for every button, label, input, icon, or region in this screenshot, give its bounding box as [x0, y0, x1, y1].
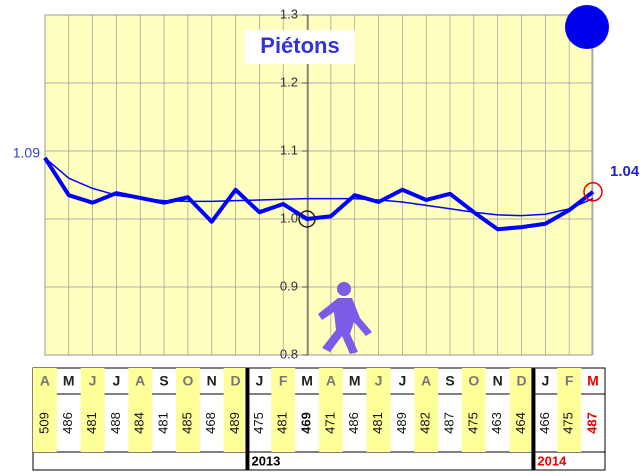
- count-label: 471: [322, 412, 337, 434]
- count-label: 463: [489, 412, 504, 434]
- x-tick-label: J: [375, 373, 383, 389]
- x-tick-label: F: [279, 373, 288, 389]
- cell-shade: [33, 368, 57, 452]
- count-label: 481: [84, 412, 99, 434]
- count-label: 466: [537, 412, 552, 434]
- y-tick-label: 0.8: [280, 346, 298, 361]
- count-label: 486: [346, 412, 361, 434]
- y-tick-label: 1.3: [280, 6, 298, 21]
- y-tick-label: 1.0: [280, 210, 298, 225]
- plot-area: [44, 14, 593, 356]
- count-label: 475: [465, 412, 480, 434]
- count-label: 468: [203, 412, 218, 434]
- cell-shade: [80, 368, 105, 452]
- x-tick-label: D: [230, 373, 240, 389]
- grid: [44, 14, 594, 356]
- x-tick-label: O: [182, 373, 193, 389]
- cell-shade: [461, 368, 486, 452]
- status-dot: [565, 5, 609, 49]
- title-box: [245, 30, 355, 64]
- y-tick-label: 1.1: [280, 142, 298, 157]
- end-marker: [583, 182, 603, 202]
- count-label: 486: [60, 412, 75, 434]
- x-tick-label: M: [349, 373, 361, 389]
- y-tick-label: 1.2: [280, 74, 298, 89]
- cell-shade: [366, 368, 391, 452]
- cell-shade: [271, 368, 296, 452]
- chart-title: Piétons: [260, 33, 339, 58]
- x-tick-label: D: [516, 373, 526, 389]
- x-tick-label: J: [541, 373, 549, 389]
- pedestrian-icon: [318, 282, 372, 354]
- count-label: 475: [251, 412, 266, 434]
- cell-shade: [557, 368, 582, 452]
- count-label: 487: [441, 412, 456, 434]
- y-tick-label: 0.9: [280, 278, 298, 293]
- x-tick-label: A: [40, 373, 50, 389]
- year-label: 2014: [537, 453, 567, 468]
- count-label: 487: [584, 412, 599, 434]
- x-tick-label: M: [301, 373, 313, 389]
- count-label: 475: [561, 412, 576, 434]
- x-tick-label: N: [207, 373, 217, 389]
- x-tick-label: S: [445, 373, 454, 389]
- cell-shade: [509, 368, 534, 452]
- count-label: 482: [418, 412, 433, 434]
- cell-shade: [175, 368, 200, 452]
- count-label: 509: [36, 412, 51, 434]
- cell-shade: [318, 368, 343, 452]
- count-label: 489: [227, 412, 242, 434]
- trend-line: [44, 157, 594, 217]
- x-tick-label: J: [398, 373, 406, 389]
- count-label: 484: [132, 412, 147, 434]
- x-tick-label: A: [326, 373, 336, 389]
- x-tick-label: M: [587, 373, 599, 389]
- count-label: 481: [275, 412, 290, 434]
- x-tick-label: F: [565, 373, 574, 389]
- count-label: 464: [513, 412, 528, 434]
- x-tick-label: J: [89, 373, 97, 389]
- count-label: 489: [394, 412, 409, 434]
- data-line: [43, 156, 595, 232]
- data-label: 1.04: [610, 163, 640, 180]
- x-tick-label: S: [159, 373, 168, 389]
- count-label: 469: [298, 412, 313, 434]
- count-label: 481: [370, 412, 385, 434]
- count-label: 485: [179, 412, 194, 434]
- x-tick-label: J: [113, 373, 121, 389]
- data-label: 1.09: [13, 145, 40, 161]
- x-tick-label: O: [468, 373, 479, 389]
- cell-shade: [414, 368, 439, 452]
- x-tick-label: N: [493, 373, 503, 389]
- year-label: 2013: [251, 453, 280, 468]
- x-tick-label: M: [63, 373, 75, 389]
- x-tick-label: A: [421, 373, 431, 389]
- count-label: 481: [156, 412, 171, 434]
- cell-shade: [223, 368, 248, 452]
- x-tick-label: J: [255, 373, 263, 389]
- base-marker: [298, 210, 316, 228]
- count-label: 488: [108, 412, 123, 434]
- cell-shade: [128, 368, 153, 452]
- x-tick-label: A: [135, 373, 145, 389]
